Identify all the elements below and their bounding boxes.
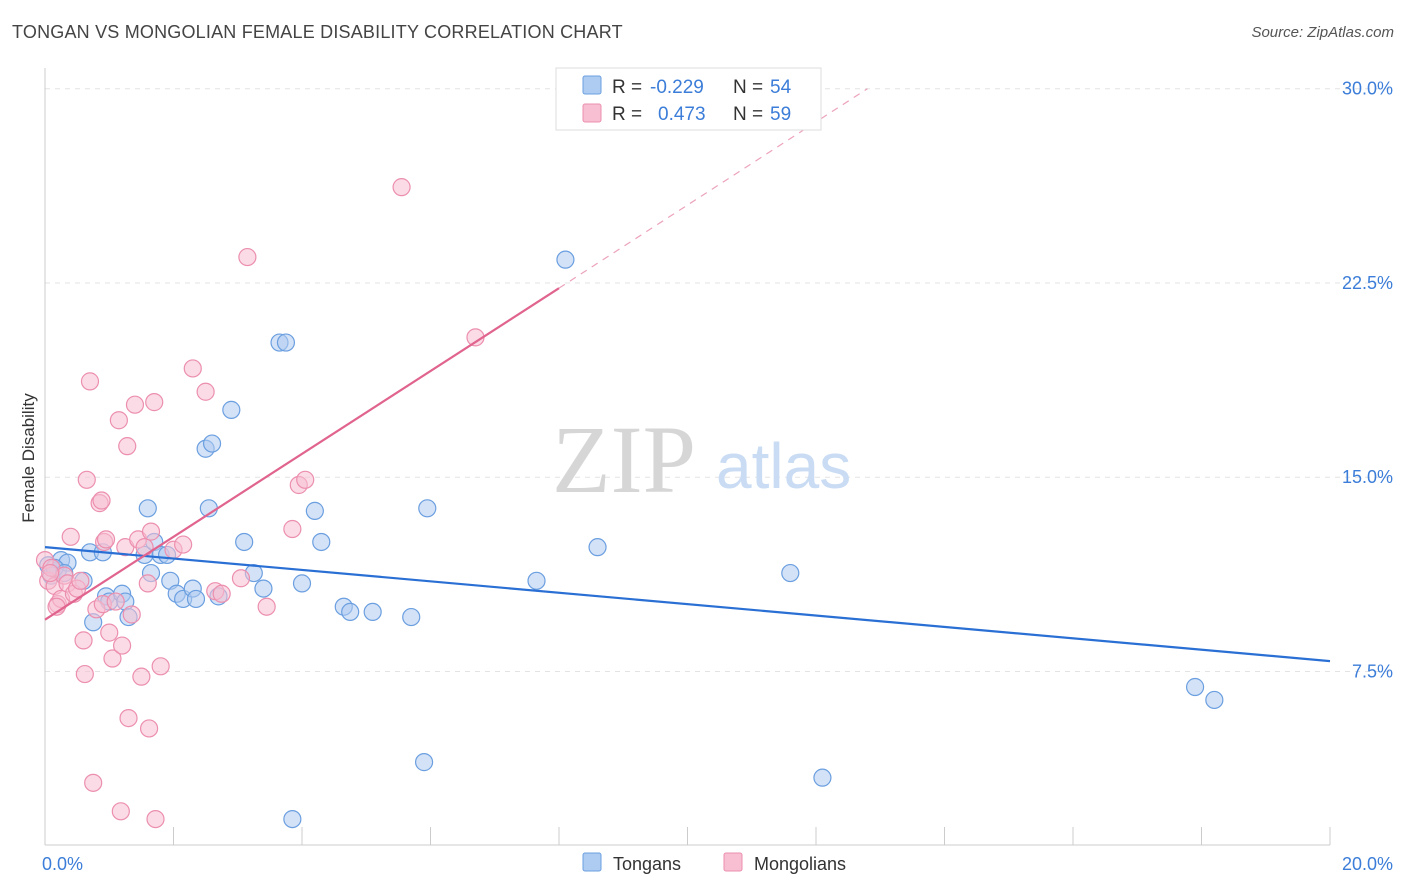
mongolians-point: [151, 657, 170, 676]
mongolians-point: [145, 393, 164, 412]
tongans-point: [402, 607, 421, 627]
mongolians-n-value: 59: [770, 104, 791, 125]
tongans-series-label: Tongans: [613, 854, 681, 874]
mongolians-point: [100, 623, 119, 642]
mongolians-point: [119, 708, 138, 728]
tongans-point: [1185, 677, 1205, 697]
trendlines-layer: [44, 88, 1331, 663]
mongolians-point: [111, 802, 130, 821]
tongans-r-label: R =: [612, 77, 642, 98]
stats-legend: R = -0.229 N = 54 R = 0.473 N = 59: [555, 67, 822, 131]
tongans-point: [254, 579, 273, 598]
tongans-point: [202, 434, 222, 453]
mongolians-point: [84, 773, 103, 792]
tongans-n-label: N =: [733, 77, 763, 98]
watermark: ZIP atlas: [552, 406, 851, 513]
mongolians-point: [41, 563, 60, 583]
mongolians-point: [92, 491, 111, 510]
points-layer: [35, 178, 1224, 829]
tongans-point: [418, 499, 437, 518]
tongans-point: [588, 538, 607, 557]
tongans-point: [781, 563, 800, 583]
mongolians-point: [122, 605, 141, 624]
tongans-point: [292, 574, 312, 593]
tongans-point: [283, 809, 302, 829]
watermark-atlas: atlas: [716, 430, 851, 502]
mongolians-point: [106, 592, 125, 611]
x-tick-label: 0.0%: [42, 854, 83, 874]
mongolians-point: [103, 649, 122, 668]
chart-title: TONGAN VS MONGOLIAN FEMALE DISABILITY CO…: [12, 22, 623, 42]
tongans-series-swatch: [582, 852, 602, 872]
y-tick-label: 30.0%: [1342, 79, 1393, 99]
tongans-point: [312, 532, 331, 552]
mongolians-point: [212, 584, 231, 603]
mongolians-point: [109, 411, 128, 430]
tongans-point: [186, 589, 206, 609]
tongans-point: [527, 571, 546, 590]
mongolians-point: [77, 470, 96, 489]
tongans-n-value: 54: [770, 77, 792, 98]
mongolians-point: [183, 359, 202, 378]
x-tick-labels: 0.0% 20.0%: [42, 854, 1393, 874]
x-tick-label: 20.0%: [1342, 854, 1393, 874]
mongolians-point: [96, 530, 116, 549]
mongolians-point: [80, 372, 100, 391]
tongans-point: [341, 602, 360, 622]
mongolians-point: [139, 719, 159, 738]
tongans-point: [276, 333, 296, 352]
mongolians-trendline: [44, 287, 560, 621]
mongolians-n-label: N =: [733, 104, 763, 125]
tongans-point: [235, 532, 254, 552]
tongans-point: [363, 602, 382, 622]
mongolians-r-value: 0.473: [658, 104, 706, 125]
mongolians-series-swatch: [723, 852, 743, 872]
mongolians-point: [132, 667, 151, 686]
mongolians-point: [141, 522, 161, 541]
mongolians-r-label: R =: [612, 104, 642, 125]
mongolians-point: [257, 597, 276, 616]
mongolians-point: [238, 247, 257, 267]
mongolians-point: [296, 470, 315, 489]
y-axis-label: Female Disability: [19, 393, 38, 523]
axis-layer: [44, 68, 1331, 846]
mongolians-point: [392, 178, 411, 197]
tongans-trendline: [44, 546, 1331, 663]
source-label: Source: ZipAtlas.com: [1251, 24, 1394, 41]
tongans-point: [138, 499, 157, 518]
y-tick-label: 22.5%: [1342, 273, 1393, 293]
watermark-zip: ZIP: [552, 406, 696, 513]
mongolians-point: [61, 527, 80, 546]
tongans-point: [222, 400, 241, 419]
mongolians-point: [118, 437, 137, 456]
tongans-legend-swatch: [582, 75, 602, 95]
mongolians-point: [146, 809, 165, 829]
tongans-point: [1205, 690, 1224, 710]
mongolians-point: [74, 631, 93, 650]
tongans-point: [813, 768, 832, 787]
mongolians-point: [112, 636, 132, 655]
tongans-point: [414, 753, 434, 772]
y-tick-label: 7.5%: [1352, 661, 1393, 681]
mongolians-point: [138, 574, 157, 593]
y-tick-label: 15.0%: [1342, 467, 1393, 487]
mongolians-point: [75, 664, 94, 684]
mongolians-legend-swatch: [582, 103, 602, 123]
mongolians-point: [71, 571, 90, 590]
mongolians-point: [283, 519, 302, 539]
y-tick-labels: 7.5% 15.0% 22.5% 30.0%: [1342, 79, 1393, 682]
mongolians-point: [196, 382, 215, 401]
tongans-r-value: -0.229: [650, 77, 704, 98]
mongolians-point: [135, 538, 154, 557]
mongolians-series-label: Mongolians: [754, 854, 846, 874]
mongolians-trendline-extension: [558, 88, 868, 289]
grid-layer: [45, 88, 1394, 672]
series-legend: Tongans Mongolians: [582, 852, 846, 874]
mongolians-point: [125, 395, 145, 414]
mongolians-point: [231, 569, 251, 588]
tongans-point: [556, 250, 575, 269]
mongolians-point: [174, 535, 193, 554]
tongans-point: [305, 501, 324, 520]
